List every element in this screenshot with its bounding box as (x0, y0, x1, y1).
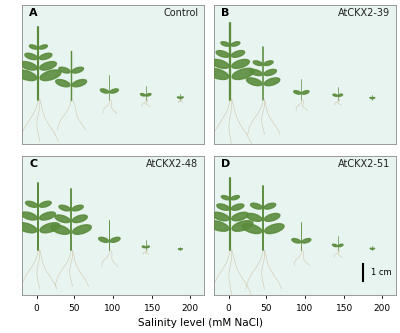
Ellipse shape (221, 42, 230, 46)
Ellipse shape (40, 62, 56, 70)
Ellipse shape (29, 45, 38, 49)
Ellipse shape (370, 248, 372, 249)
Ellipse shape (39, 53, 52, 60)
Ellipse shape (73, 225, 91, 234)
Ellipse shape (72, 67, 84, 73)
Ellipse shape (178, 97, 180, 98)
Text: Salinity level (mM NaCl): Salinity level (mM NaCl) (138, 318, 262, 328)
Text: C: C (29, 159, 38, 169)
Ellipse shape (208, 221, 229, 231)
Ellipse shape (217, 204, 229, 210)
Ellipse shape (370, 98, 372, 99)
Ellipse shape (72, 80, 86, 87)
Text: 100: 100 (296, 304, 314, 313)
Text: 150: 150 (336, 304, 353, 313)
Ellipse shape (265, 224, 284, 233)
Text: B: B (221, 8, 230, 18)
Ellipse shape (231, 195, 240, 200)
Ellipse shape (251, 203, 262, 209)
Ellipse shape (56, 80, 70, 87)
Ellipse shape (21, 212, 37, 220)
Ellipse shape (232, 212, 248, 221)
Ellipse shape (242, 224, 262, 233)
Ellipse shape (372, 98, 375, 99)
Ellipse shape (25, 53, 37, 60)
Ellipse shape (99, 237, 108, 242)
Text: AtCKX2-48: AtCKX2-48 (146, 159, 198, 169)
Ellipse shape (40, 223, 60, 233)
Text: A: A (29, 8, 38, 18)
Text: AtCKX2-51: AtCKX2-51 (338, 159, 390, 169)
Ellipse shape (72, 205, 83, 211)
Ellipse shape (110, 237, 120, 242)
Ellipse shape (332, 244, 337, 247)
Ellipse shape (232, 68, 254, 80)
Ellipse shape (253, 61, 262, 66)
Ellipse shape (211, 59, 229, 68)
Ellipse shape (232, 221, 253, 231)
Text: 200: 200 (182, 304, 199, 313)
Text: 150: 150 (144, 304, 161, 313)
Text: AtCKX2-39: AtCKX2-39 (338, 8, 390, 18)
Ellipse shape (231, 204, 244, 210)
Ellipse shape (232, 59, 249, 68)
Ellipse shape (294, 91, 301, 94)
Ellipse shape (40, 212, 56, 220)
Ellipse shape (26, 201, 38, 207)
Ellipse shape (212, 212, 229, 221)
Ellipse shape (232, 51, 245, 57)
Ellipse shape (100, 89, 109, 93)
Ellipse shape (142, 246, 146, 248)
Ellipse shape (207, 68, 229, 80)
Ellipse shape (246, 78, 262, 86)
Ellipse shape (110, 89, 118, 93)
Ellipse shape (264, 69, 276, 76)
Ellipse shape (372, 248, 374, 249)
Text: D: D (221, 159, 230, 169)
Text: 200: 200 (374, 304, 391, 313)
Text: 50: 50 (68, 304, 80, 313)
Ellipse shape (146, 246, 149, 248)
Ellipse shape (51, 225, 70, 234)
Ellipse shape (221, 195, 230, 200)
Ellipse shape (264, 203, 276, 209)
Ellipse shape (292, 238, 301, 243)
Ellipse shape (39, 201, 51, 207)
Ellipse shape (180, 249, 182, 250)
Ellipse shape (302, 238, 311, 243)
Ellipse shape (338, 94, 342, 96)
Ellipse shape (140, 94, 145, 96)
Ellipse shape (250, 69, 262, 76)
Ellipse shape (39, 45, 48, 49)
Ellipse shape (264, 213, 280, 221)
Ellipse shape (180, 97, 183, 98)
Ellipse shape (333, 94, 338, 96)
Text: 0: 0 (34, 304, 40, 313)
Text: 1 cm: 1 cm (370, 268, 391, 277)
Ellipse shape (55, 215, 70, 223)
Ellipse shape (17, 223, 37, 233)
Ellipse shape (216, 51, 229, 57)
Ellipse shape (16, 70, 37, 81)
Ellipse shape (20, 62, 37, 70)
Ellipse shape (72, 215, 87, 223)
Ellipse shape (246, 213, 262, 221)
Ellipse shape (338, 244, 343, 247)
Text: 100: 100 (104, 304, 122, 313)
Ellipse shape (59, 67, 70, 73)
Text: 50: 50 (260, 304, 272, 313)
Ellipse shape (59, 205, 70, 211)
Ellipse shape (178, 249, 180, 250)
Ellipse shape (146, 94, 151, 96)
Text: 0: 0 (226, 304, 232, 313)
Ellipse shape (264, 61, 273, 66)
Ellipse shape (264, 78, 280, 86)
Ellipse shape (40, 70, 61, 81)
Ellipse shape (302, 91, 309, 94)
Ellipse shape (231, 42, 240, 46)
Text: Control: Control (164, 8, 198, 18)
